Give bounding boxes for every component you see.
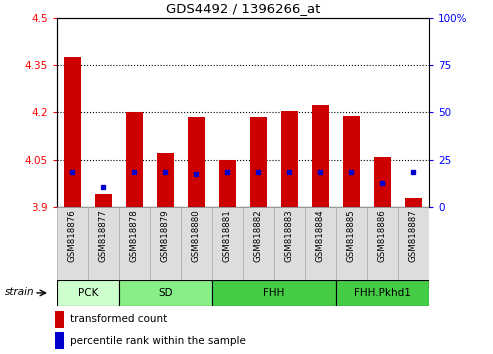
Bar <box>150 207 181 280</box>
Bar <box>336 280 429 306</box>
Text: PCK: PCK <box>77 288 98 298</box>
Text: GSM818884: GSM818884 <box>316 209 325 262</box>
Bar <box>367 207 398 280</box>
Text: strain: strain <box>4 287 34 297</box>
Bar <box>119 207 150 280</box>
Bar <box>281 111 298 207</box>
Bar <box>405 198 422 207</box>
Bar <box>243 207 274 280</box>
Text: GSM818887: GSM818887 <box>409 209 418 262</box>
Bar <box>57 207 88 280</box>
Bar <box>181 207 212 280</box>
Bar <box>64 57 81 207</box>
Text: FHH: FHH <box>263 288 284 298</box>
Bar <box>55 311 65 328</box>
Bar <box>126 112 143 207</box>
Text: GSM818877: GSM818877 <box>99 209 108 262</box>
Bar <box>88 207 119 280</box>
Bar <box>312 104 329 207</box>
Bar <box>336 207 367 280</box>
Text: GSM818880: GSM818880 <box>192 209 201 262</box>
Title: GDS4492 / 1396266_at: GDS4492 / 1396266_at <box>166 2 320 15</box>
Text: GSM818881: GSM818881 <box>223 209 232 262</box>
Bar <box>374 156 391 207</box>
Text: SD: SD <box>158 288 173 298</box>
Text: GSM818886: GSM818886 <box>378 209 387 262</box>
Text: GSM818876: GSM818876 <box>68 209 77 262</box>
Text: GSM818885: GSM818885 <box>347 209 356 262</box>
Bar <box>274 207 305 280</box>
Text: GSM818878: GSM818878 <box>130 209 139 262</box>
Bar <box>57 280 119 306</box>
Bar <box>305 207 336 280</box>
Text: GSM818883: GSM818883 <box>285 209 294 262</box>
Bar <box>250 117 267 207</box>
Bar <box>55 332 65 349</box>
Bar <box>212 207 243 280</box>
Text: GSM818879: GSM818879 <box>161 209 170 262</box>
Text: GSM818882: GSM818882 <box>254 209 263 262</box>
Text: FHH.Pkhd1: FHH.Pkhd1 <box>354 288 411 298</box>
Bar <box>157 153 174 207</box>
Bar <box>219 160 236 207</box>
Bar <box>343 115 360 207</box>
Text: transformed count: transformed count <box>70 314 168 325</box>
Bar <box>398 207 429 280</box>
Bar <box>95 194 112 207</box>
Bar <box>212 280 336 306</box>
Bar <box>188 117 205 207</box>
Bar <box>119 280 212 306</box>
Text: percentile rank within the sample: percentile rank within the sample <box>70 336 246 346</box>
